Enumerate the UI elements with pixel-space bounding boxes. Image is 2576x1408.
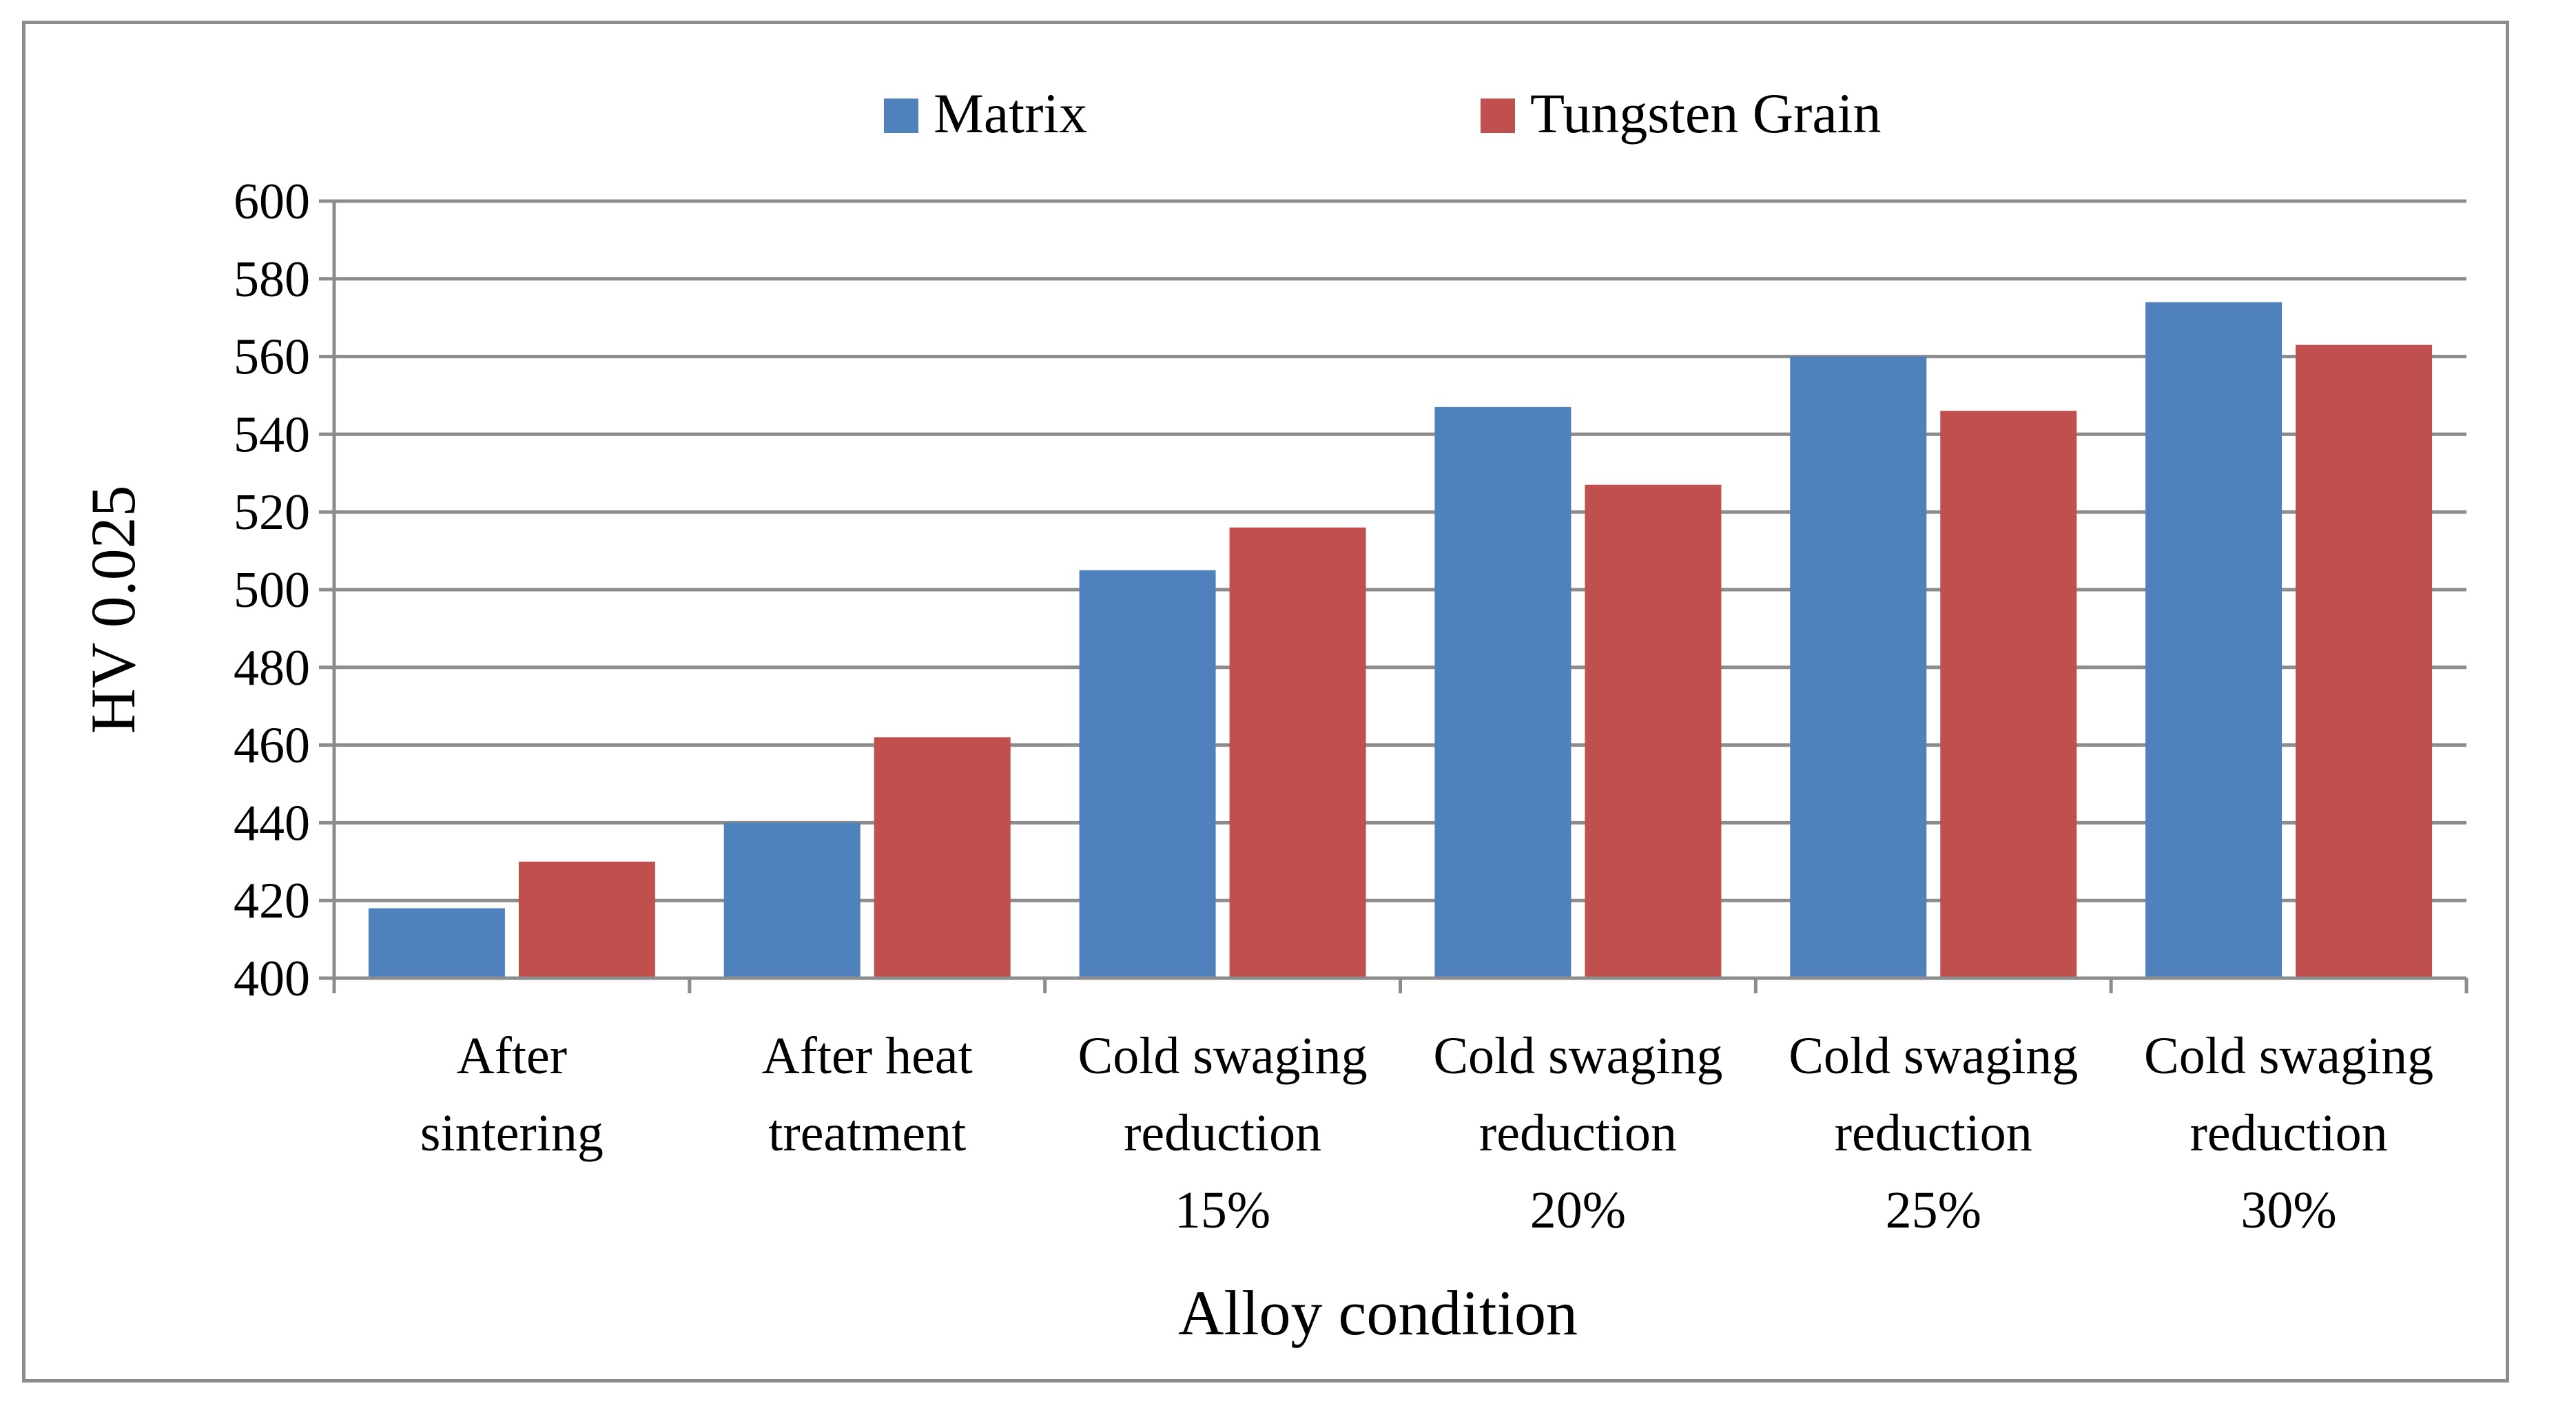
bars <box>368 302 2433 978</box>
legend: Matrix Tungsten Grain <box>884 82 1882 145</box>
y-tick-label: 460 <box>234 718 310 774</box>
x-category-label: After sintering <box>420 1027 604 1162</box>
legend-item-tungsten-grain: Tungsten Grain <box>1481 82 1882 145</box>
bar-tungsten-grain-3 <box>1229 527 1366 978</box>
legend-swatch-tungsten-grain <box>1481 99 1515 133</box>
x-axis-title: Alloy condition <box>1178 1278 1578 1348</box>
bar-tungsten-grain-5 <box>1940 411 2077 978</box>
y-tick-label: 420 <box>234 873 310 929</box>
y-tick-label: 540 <box>234 406 310 463</box>
x-category-labels: After sintering After heat treatment Cold sw… <box>420 1027 2433 1239</box>
bar-tungsten-grain-6 <box>2296 344 2433 978</box>
bar-matrix-4 <box>1434 406 1572 978</box>
bar-matrix-5 <box>1790 356 1927 978</box>
bar-tungsten-grain-4 <box>1585 484 1722 978</box>
legend-item-matrix: Matrix <box>884 82 1087 145</box>
bar-matrix-1 <box>368 908 505 978</box>
bar-matrix-6 <box>2145 302 2283 978</box>
y-tick-label: 600 <box>234 174 310 230</box>
y-tick-label: 520 <box>234 484 310 541</box>
legend-swatch-matrix <box>884 99 918 133</box>
bar-matrix-2 <box>723 822 861 978</box>
y-tick-label: 580 <box>234 251 310 308</box>
y-tick-label: 480 <box>234 640 310 696</box>
bar-tungsten-grain-1 <box>518 861 655 978</box>
gridlines <box>334 199 2466 902</box>
y-tick-label: 500 <box>234 562 310 619</box>
y-tick-labels: 400 420 440 460 480 500 520 540 560 580 600 <box>234 174 310 1007</box>
legend-label-tungsten-grain: Tungsten Grain <box>1530 82 1882 145</box>
x-category-label: Cold swaging reduction 30% <box>2144 1027 2433 1239</box>
axes <box>319 199 2469 993</box>
x-category-label: Cold swaging reduction 25% <box>1789 1027 2078 1239</box>
x-category-label: Cold swaging reduction 15% <box>1078 1027 1368 1239</box>
y-tick-label: 560 <box>234 329 310 386</box>
bar-tungsten-grain-2 <box>874 737 1011 978</box>
x-category-label: Cold swaging reduction 20% <box>1433 1027 1722 1239</box>
y-tick-label: 400 <box>234 951 310 1007</box>
bar-matrix-3 <box>1079 570 1216 978</box>
y-axis-title: HV 0.025 <box>78 485 148 734</box>
legend-label-matrix: Matrix <box>934 82 1087 145</box>
y-tick-label: 440 <box>234 795 310 851</box>
x-category-label: After heat treatment <box>762 1027 973 1162</box>
